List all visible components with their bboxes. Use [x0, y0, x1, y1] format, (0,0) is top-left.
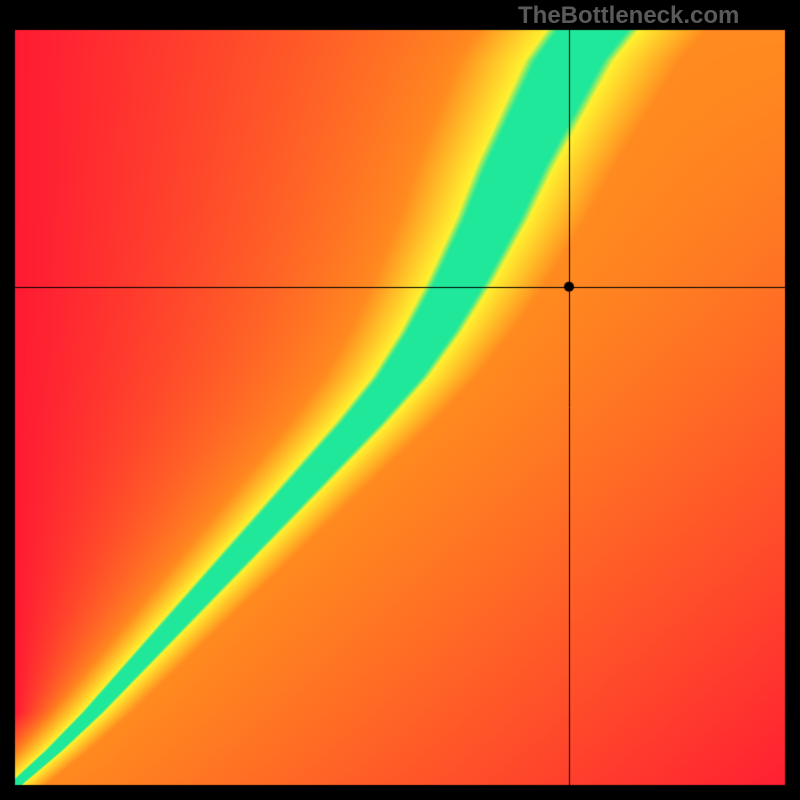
attribution-label: TheBottleneck.com — [518, 2, 739, 30]
chart-container: { "chart": { "type": "heatmap", "canvas_… — [0, 0, 800, 800]
heatmap-canvas — [0, 0, 800, 800]
